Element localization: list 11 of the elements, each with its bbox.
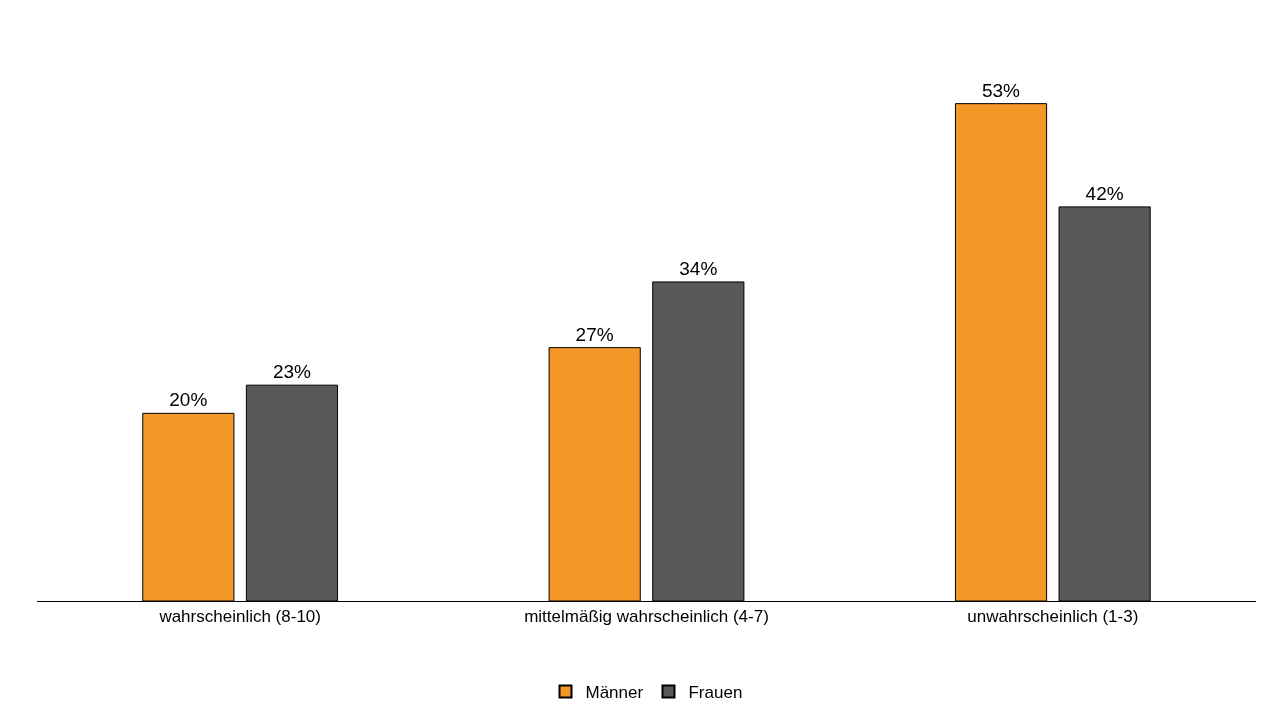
x-tick-label: mittelmäßig wahrscheinlich (4-7) [524, 607, 769, 627]
legend-label: Frauen [688, 683, 743, 703]
data-label: 23% [272, 361, 312, 383]
data-label: 42% [1085, 182, 1124, 204]
data-label: 34% [679, 257, 718, 279]
data-label: 53% [981, 79, 1021, 101]
legend-label: Männer [585, 683, 644, 703]
data-label: 20% [169, 389, 208, 411]
data-label: 27% [575, 323, 614, 345]
x-tick-label: unwahrscheinlich (1-3) [967, 607, 1139, 627]
x-tick-label: wahrscheinlich (8-10) [158, 607, 321, 627]
